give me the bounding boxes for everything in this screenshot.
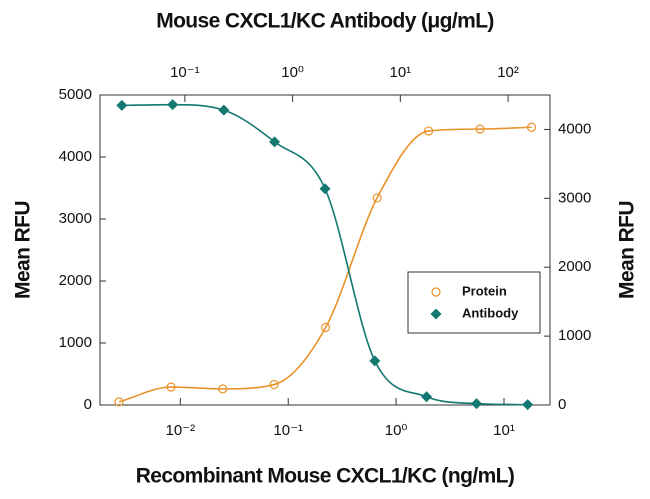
data-point xyxy=(114,397,124,407)
y2-tick-label: 2000 xyxy=(558,258,591,275)
data-point xyxy=(269,379,279,390)
data-point xyxy=(320,322,331,333)
fit-curve xyxy=(121,103,528,406)
y-axis-label: Mean RFU xyxy=(12,201,35,299)
legend-marker xyxy=(431,287,441,297)
top-axis-title: Mouse CXCL1/KC Antibody (μg/mL) xyxy=(156,10,494,33)
data-point xyxy=(526,122,537,132)
legend-label: Protein xyxy=(462,283,507,298)
y2-tick-label: 1000 xyxy=(558,327,591,344)
data-point xyxy=(116,99,128,111)
y2-tick-label: 0 xyxy=(558,396,566,413)
data-point xyxy=(167,99,179,111)
y-tick-label: 4000 xyxy=(59,148,92,165)
data-point xyxy=(423,126,434,136)
data-point xyxy=(372,193,382,203)
data-point xyxy=(522,399,534,411)
x-axis-label: Recombinant Mouse CXCL1/KC (ng/mL) xyxy=(136,465,515,488)
x-tick-label: 10⁻² xyxy=(166,422,196,439)
x2-tick-label: 10² xyxy=(497,64,519,81)
data-point xyxy=(218,104,230,116)
y2-tick-label: 3000 xyxy=(558,189,591,206)
data-point xyxy=(218,384,228,394)
y2-axis-label: Mean RFU xyxy=(616,201,639,299)
data-point xyxy=(319,183,331,195)
data-point xyxy=(471,398,483,410)
y2-tick-label: 4000 xyxy=(558,120,591,137)
y-tick-label: 5000 xyxy=(59,86,92,103)
data-point xyxy=(475,124,485,134)
legend-label: Antibody xyxy=(462,305,519,320)
y-tick-label: 3000 xyxy=(59,210,92,227)
legend-box xyxy=(407,271,541,334)
legend-marker xyxy=(430,308,442,320)
fit-curve xyxy=(118,126,532,403)
x-tick-label: 10⁻¹ xyxy=(273,422,303,439)
y-tick-label: 2000 xyxy=(59,272,92,289)
data-point xyxy=(421,391,433,403)
data-point xyxy=(269,136,281,148)
y-tick-label: 0 xyxy=(84,396,92,413)
data-point xyxy=(166,382,176,392)
x-tick-label: 10⁰ xyxy=(385,422,408,439)
y-tick-label: 1000 xyxy=(59,334,92,351)
data-point xyxy=(369,355,381,367)
x2-tick-label: 10¹ xyxy=(389,64,411,81)
x-tick-label: 10¹ xyxy=(493,422,515,439)
x2-tick-label: 10⁰ xyxy=(281,64,304,81)
plot-frame xyxy=(99,94,551,406)
x2-tick-label: 10⁻¹ xyxy=(170,64,200,81)
